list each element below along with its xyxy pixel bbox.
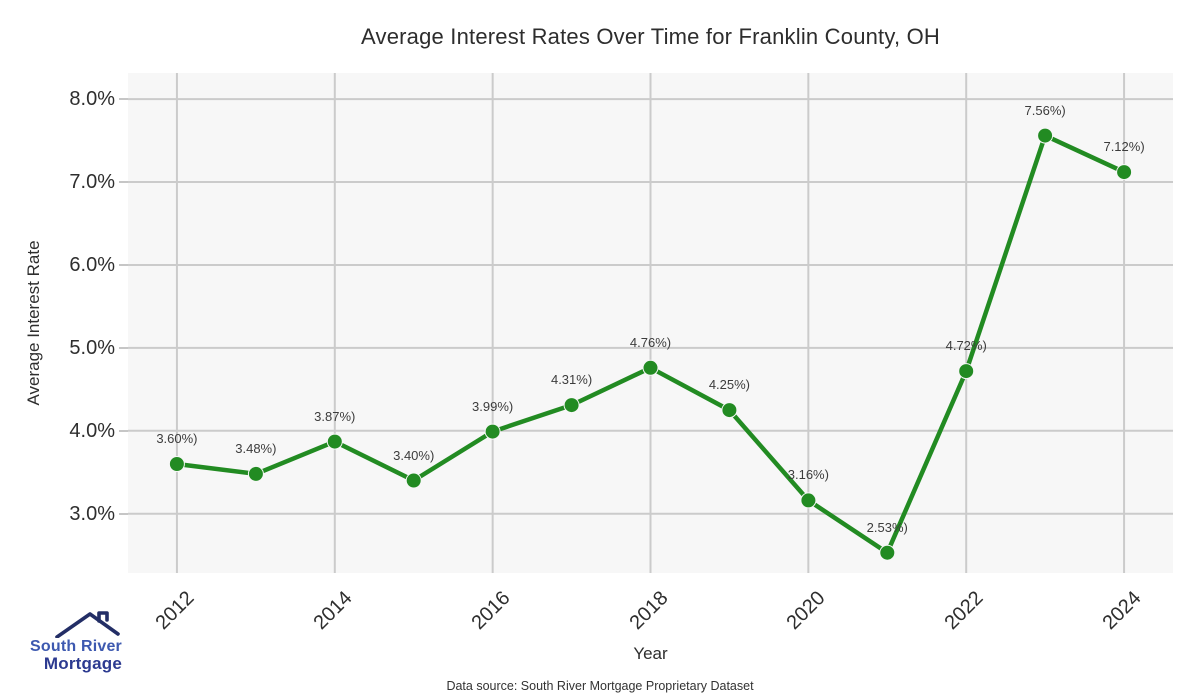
logo: South River Mortgage bbox=[16, 610, 122, 673]
x-tick-label: 2012 bbox=[151, 587, 199, 635]
y-tick-mark bbox=[119, 346, 128, 349]
y-axis-title: Average Interest Rate bbox=[24, 240, 43, 406]
x-tick-label: 2016 bbox=[467, 587, 515, 635]
data-point bbox=[1037, 127, 1054, 144]
y-tick-mark bbox=[119, 263, 128, 266]
data-point bbox=[563, 397, 580, 414]
logo-text-line2: Mortgage bbox=[43, 654, 122, 673]
x-axis-title: Year bbox=[633, 644, 668, 663]
chart-title: Average Interest Rates Over Time for Fra… bbox=[361, 24, 940, 49]
data-point bbox=[800, 492, 817, 509]
y-tick-label: 3.0% bbox=[69, 502, 115, 525]
x-tick-label: 2024 bbox=[1098, 587, 1146, 635]
y-tick-label: 5.0% bbox=[69, 336, 115, 359]
x-tick-label: 2020 bbox=[782, 587, 830, 635]
logo-text-line1: South River bbox=[30, 638, 122, 655]
data-point bbox=[958, 363, 975, 380]
data-point bbox=[405, 472, 422, 489]
plot-area bbox=[128, 73, 1173, 573]
data-point bbox=[484, 423, 501, 440]
y-tick-mark bbox=[119, 98, 128, 101]
y-tick-mark bbox=[119, 512, 128, 515]
y-tick-mark bbox=[119, 181, 128, 184]
data-point bbox=[326, 433, 343, 450]
y-tick-label: 8.0% bbox=[69, 88, 115, 111]
data-point bbox=[879, 544, 896, 561]
data-source-note: Data source: South River Mortgage Propri… bbox=[446, 679, 754, 693]
data-point bbox=[642, 359, 659, 376]
data-point bbox=[721, 402, 738, 419]
x-tick-label: 2014 bbox=[309, 587, 357, 635]
data-point bbox=[168, 456, 185, 472]
x-tick-label: 2018 bbox=[625, 587, 673, 635]
y-tick-label: 4.0% bbox=[69, 419, 115, 442]
y-tick-label: 7.0% bbox=[69, 171, 115, 194]
logo-house-icon bbox=[55, 611, 120, 638]
y-tick-label: 6.0% bbox=[69, 253, 115, 276]
y-tick-mark bbox=[119, 429, 128, 432]
data-point bbox=[1116, 164, 1133, 181]
data-point bbox=[247, 465, 264, 482]
x-tick-label: 2022 bbox=[940, 587, 988, 635]
